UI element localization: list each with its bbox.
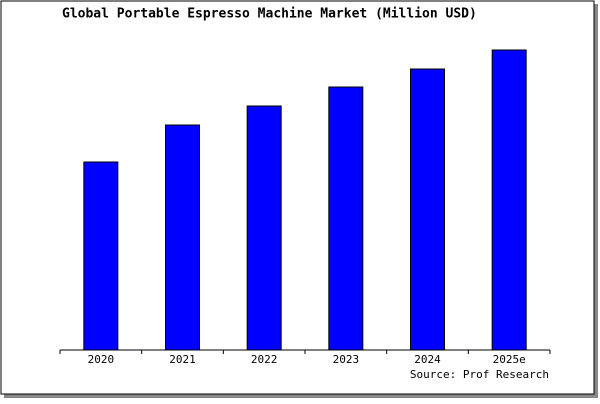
chart-title: Global Portable Espresso Machine Market … bbox=[62, 7, 477, 22]
bar bbox=[246, 105, 282, 351]
x-tick-label: 2020 bbox=[88, 353, 115, 366]
bar bbox=[165, 124, 200, 351]
x-tick-label: 2023 bbox=[333, 353, 360, 366]
x-tick-label: 2022 bbox=[251, 353, 278, 366]
bar bbox=[83, 161, 119, 351]
source-note: Source: Prof Research bbox=[410, 368, 549, 381]
x-tick-label: 2024 bbox=[414, 353, 441, 366]
x-tick-label: 2021 bbox=[169, 353, 196, 366]
bar bbox=[328, 86, 364, 351]
x-tick-label: 2025e bbox=[493, 353, 526, 366]
bar bbox=[410, 68, 445, 351]
bar bbox=[491, 49, 527, 351]
